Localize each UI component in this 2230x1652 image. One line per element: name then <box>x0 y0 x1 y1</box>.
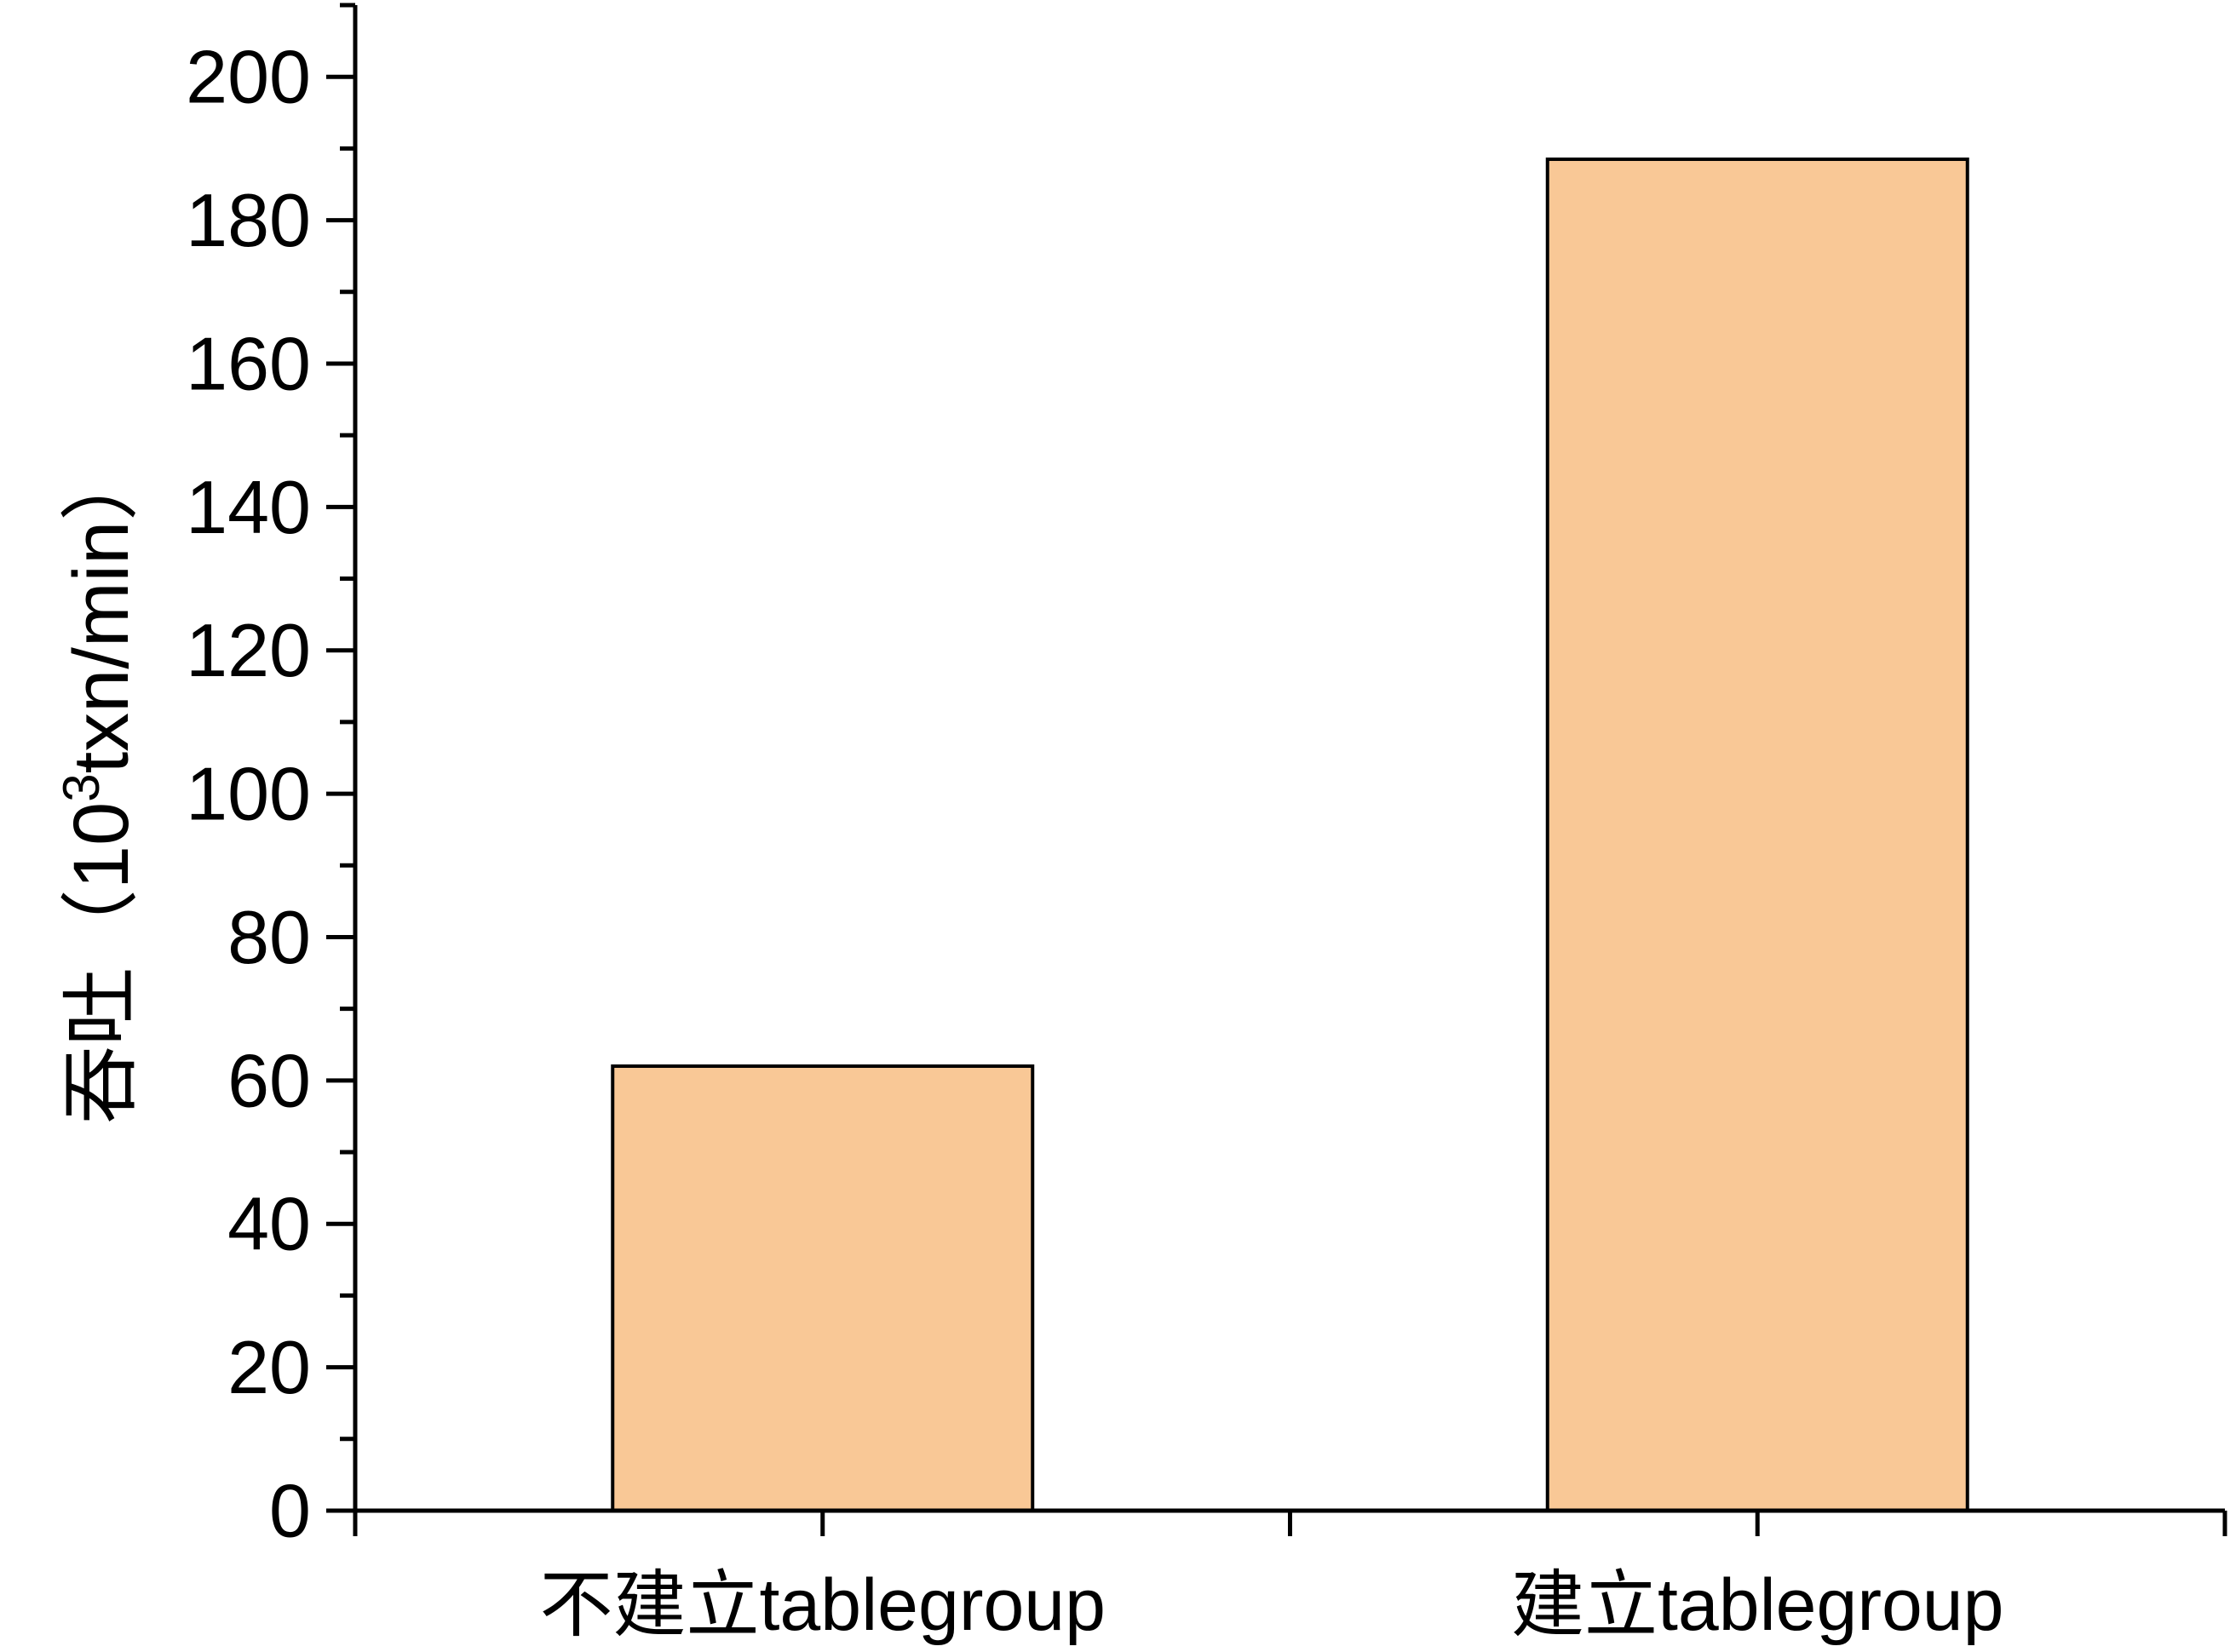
y-axis-title: 吞吐（103txn/min） <box>53 443 145 1124</box>
y-axis-title-prefix: 吞吐（10 <box>58 802 145 1124</box>
bars-layer <box>611 158 1969 1512</box>
y-tick-label: 20 <box>227 1325 311 1409</box>
x-category-label: 不建立tablegroup <box>540 1564 1106 1646</box>
y-tick-label: 100 <box>186 752 311 836</box>
bar <box>1545 158 1969 1512</box>
x-ticks: 不建立tablegroup 建立tablegroup <box>353 1511 2227 1646</box>
y-axis-title-suffix: txn/min） <box>58 443 145 774</box>
y-axis-title-text: 吞吐（103txn/min） <box>53 443 145 1124</box>
y-tick-label: 60 <box>227 1038 311 1122</box>
y-tick-label: 180 <box>186 178 311 262</box>
y-tick-label: 40 <box>227 1182 311 1266</box>
y-tick-label: 80 <box>227 895 311 979</box>
bar <box>611 1064 1035 1512</box>
y-axis-title-superscript: 3 <box>53 773 110 801</box>
y-tick-label: 140 <box>186 465 311 549</box>
y-ticks: 0 20 40 60 80 100 120 140 160 180 200 <box>186 3 355 1553</box>
x-category-label: 建立tablegroup <box>1511 1564 2003 1646</box>
y-tick-label: 160 <box>186 321 311 405</box>
y-tick-label: 0 <box>269 1469 311 1553</box>
y-tick-label: 200 <box>186 35 311 119</box>
y-tick-label: 120 <box>186 608 311 692</box>
